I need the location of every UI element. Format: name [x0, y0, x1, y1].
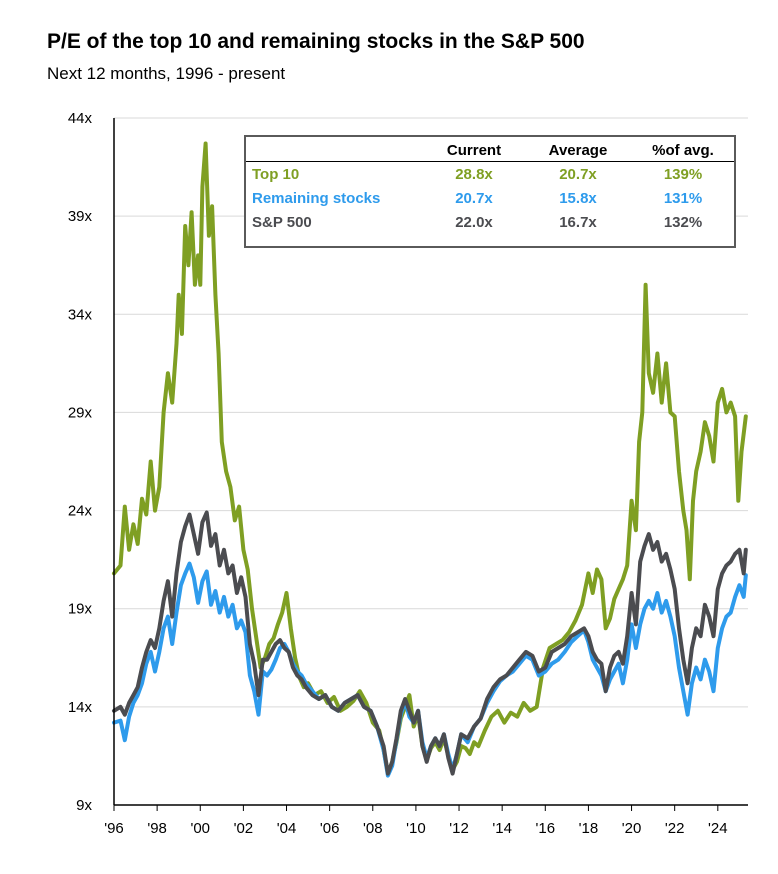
summary-table: Current Average %of avg. Top 10 28.8x 20…	[244, 135, 736, 248]
x-tick-label: '16	[536, 820, 556, 837]
y-tick-label: 29x	[68, 404, 93, 421]
cell-pct: 139%	[663, 166, 703, 183]
cell-average: 15.8x	[559, 190, 597, 207]
cell-average: 16.7x	[559, 214, 597, 231]
axes	[113, 118, 748, 811]
series-lines	[112, 141, 748, 778]
y-tick-label: 9x	[76, 797, 92, 814]
summary-table-corner	[246, 139, 424, 162]
x-tick-label: '20	[622, 820, 642, 837]
y-tick-label: 39x	[68, 208, 93, 225]
x-tick-label: '18	[579, 820, 599, 837]
x-tick-label: '00	[190, 820, 210, 837]
x-axis-tick-labels: '96 '98 '00 '02 '04 '06 '08 '10 '12 '14 '16 '18 '20 '…	[104, 820, 727, 837]
cell-pct: 132%	[663, 214, 703, 231]
x-tick-label: '10	[406, 820, 426, 837]
cell-current: 20.7x	[455, 190, 493, 207]
y-tick-label: 34x	[68, 306, 93, 323]
column-header-pct-of-avg: %of avg.	[632, 139, 734, 162]
x-tick-label: '04	[277, 820, 297, 837]
series-line-remaining-stocks	[112, 561, 748, 778]
x-tick-label: '98	[147, 820, 167, 837]
chart-title: P/E of the top 10 and remaining stocks i…	[47, 30, 585, 53]
column-header-current: Current	[424, 139, 524, 162]
table-row: Top 10 28.8x 20.7x 139%	[246, 162, 734, 187]
cell-average: 20.7x	[559, 166, 597, 183]
column-header-average: Average	[524, 139, 632, 162]
x-tick-label: '06	[320, 820, 340, 837]
y-axis-tick-labels: 9x 14x 19x 24x 29x 34x 39x 44x	[68, 110, 93, 814]
table-row: S&P 500 22.0x 16.7x 132%	[246, 210, 734, 234]
x-tick-label: '12	[449, 820, 469, 837]
y-tick-label: 44x	[68, 110, 93, 127]
chart-subtitle: Next 12 months, 1996 - present	[47, 64, 286, 83]
x-tick-label: '24	[708, 820, 728, 837]
row-label-top10: Top 10	[252, 166, 300, 183]
x-tick-label: '96	[104, 820, 124, 837]
cell-current: 28.8x	[455, 166, 493, 183]
row-label-sp500: S&P 500	[252, 214, 312, 231]
table-row: Remaining stocks 20.7x 15.8x 131%	[246, 186, 734, 210]
series-line-s-p-500	[112, 510, 748, 776]
cell-current: 22.0x	[455, 214, 493, 231]
y-tick-label: 14x	[68, 699, 93, 716]
row-label-remaining: Remaining stocks	[252, 190, 381, 207]
x-tick-label: '22	[665, 820, 685, 837]
y-tick-label: 24x	[68, 503, 93, 520]
y-tick-label: 19x	[68, 601, 93, 618]
x-tick-label: '08	[363, 820, 383, 837]
x-tick-label: '14	[492, 820, 512, 837]
x-tick-label: '02	[234, 820, 254, 837]
cell-pct: 131%	[663, 190, 703, 207]
